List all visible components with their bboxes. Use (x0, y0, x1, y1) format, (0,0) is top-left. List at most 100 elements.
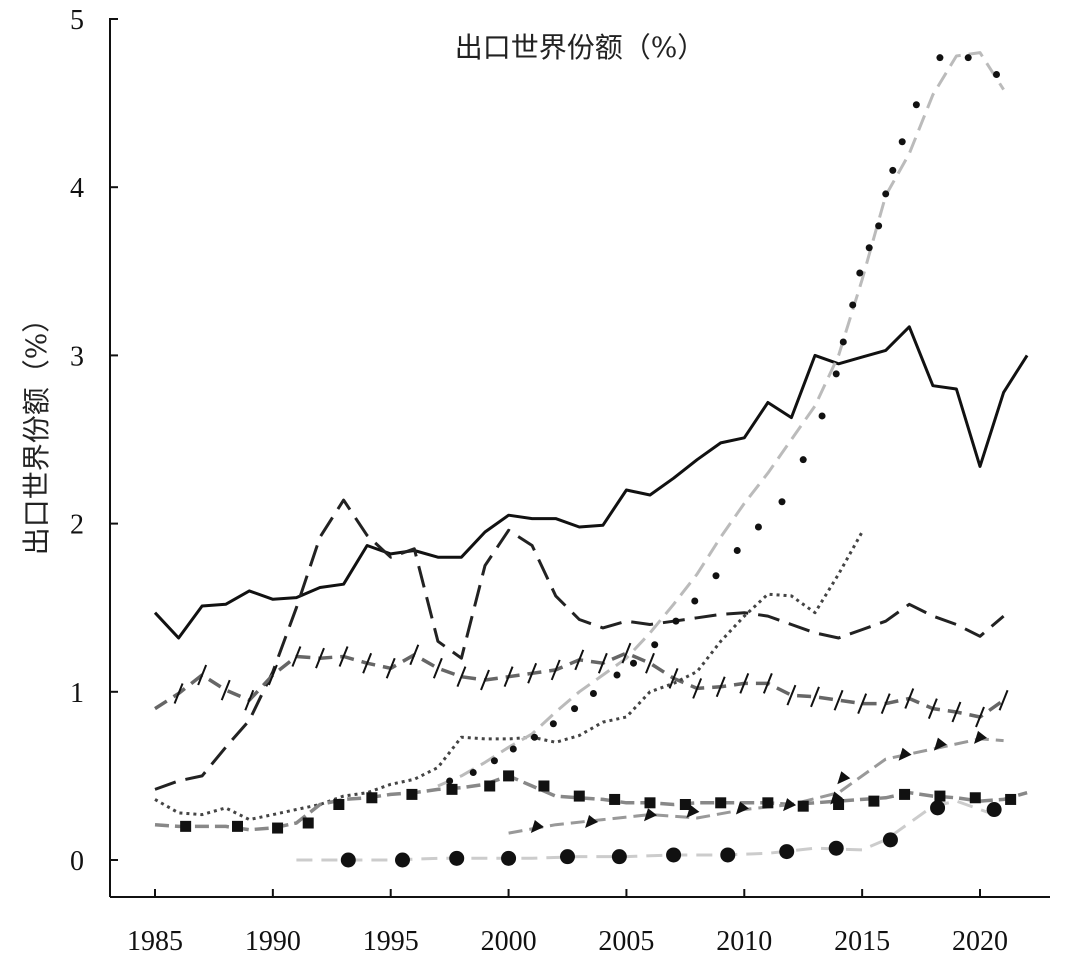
series-4-marker (333, 798, 345, 810)
series-2-slash-marker (645, 652, 655, 674)
series-4-marker (484, 780, 496, 792)
y-tick-label: 0 (70, 846, 84, 877)
series-4-marker (899, 788, 911, 800)
chart-title: 出口世界份额（%） (455, 31, 706, 64)
series-6-marker (686, 804, 700, 818)
series-2-slash-marker (480, 669, 490, 691)
series-5-marker (964, 54, 972, 62)
series-5-marker (549, 720, 557, 728)
x-tick-label: 1990 (245, 926, 301, 957)
series-2-slash-marker (244, 689, 255, 711)
series-5-marker (691, 597, 699, 605)
series-5-marker (778, 498, 786, 506)
series-5-marker (571, 705, 579, 713)
series-2-slash-marker (267, 664, 278, 686)
series-5-marker (912, 101, 920, 109)
series-4-marker (446, 783, 458, 795)
series-7-marker (501, 850, 517, 866)
series-2-slash-marker (904, 688, 915, 709)
series-4-marker (679, 798, 691, 810)
series-6-marker (837, 771, 851, 785)
series-2-slash-marker (550, 659, 561, 681)
series-7-marker (611, 849, 627, 865)
series-5-marker (889, 166, 897, 174)
series-4-marker (715, 797, 727, 809)
series-4-marker (538, 780, 550, 792)
y-tick-label: 2 (70, 510, 84, 541)
x-tick-label: 2020 (952, 926, 1008, 957)
series-5-marker (446, 777, 454, 785)
series-5-marker (799, 456, 807, 464)
series-4-marker (609, 793, 621, 805)
series-2-slash-marker (315, 647, 325, 669)
y-tick-label: 5 (70, 5, 84, 36)
series-5-marker (672, 617, 680, 625)
series-7-marker (449, 850, 465, 866)
series-5-marker (589, 689, 597, 697)
series-4-marker (868, 795, 880, 807)
series-5-marker (898, 138, 906, 146)
series-5-line (437, 51, 1005, 788)
series-2-slash-marker (951, 701, 962, 723)
series-2-slash-marker (762, 673, 773, 694)
series-2-slash-marker (338, 646, 349, 667)
series-6-marker (585, 814, 599, 828)
series-6-marker (830, 791, 844, 805)
series-2-slash-marker (220, 679, 231, 701)
series-2-slash-marker (833, 689, 844, 711)
series-2-slash-marker (786, 684, 797, 706)
series-2-slash-marker (715, 676, 726, 698)
series-4-marker (573, 790, 585, 802)
series-2-slash-marker (621, 642, 632, 664)
series-4-line (154, 774, 1028, 832)
series-2-slash-marker (668, 667, 679, 689)
series-4-marker (366, 792, 378, 804)
series-5-marker (754, 523, 762, 531)
y-tick-label: 3 (70, 341, 84, 372)
series-2-slash-marker (692, 678, 703, 699)
series-6-marker (898, 747, 912, 761)
series-2-slash-marker (927, 698, 938, 719)
series-6-marker (530, 820, 544, 834)
series-layer (153, 51, 1029, 862)
series-5-marker (490, 757, 498, 765)
series-2-slash-marker (857, 693, 868, 714)
series-2-slash-marker (527, 662, 538, 684)
series-5-marker (651, 641, 659, 649)
series-5-marker (531, 733, 538, 741)
y-tick-label: 4 (70, 173, 84, 204)
series-7-marker (882, 832, 898, 848)
series-2-slash-marker (880, 693, 891, 714)
series-1-line (154, 498, 1005, 791)
series-5-marker (865, 244, 873, 252)
series-5-marker (469, 769, 477, 777)
series-5-marker (509, 745, 517, 753)
x-tick-label: 2015 (834, 926, 890, 957)
series-4-marker (934, 790, 946, 802)
series-2-line (154, 651, 1005, 719)
series-4-marker (1005, 793, 1017, 805)
series-7-marker (720, 847, 736, 863)
x-tick-label: 1995 (363, 926, 419, 957)
series-5-marker (613, 671, 621, 679)
series-7-marker (560, 849, 575, 865)
series-4-marker (969, 792, 981, 804)
series-2-slash-marker (597, 652, 608, 674)
series-4-marker (180, 820, 192, 832)
series-2-slash-marker (432, 657, 443, 679)
series-2-slash-marker (362, 652, 373, 674)
series-5-marker (818, 412, 826, 420)
x-tick-label: 1985 (127, 926, 183, 957)
series-5-marker (832, 370, 840, 378)
series-0-line (153, 325, 1029, 640)
series-7-marker (779, 844, 795, 860)
series-2-slash-marker (998, 689, 1009, 711)
series-2-slash-marker (503, 666, 514, 688)
series-2-slash-marker (291, 646, 302, 667)
series-5-marker (630, 659, 637, 667)
x-tick-label: 2010 (716, 926, 772, 957)
series-5-marker (875, 222, 883, 230)
y-axis-label: 出口世界份额（%） (20, 305, 53, 556)
axes: 0 1 2 3 4 5 1985 1990 1995 2000 2005 2010 2015 2020 (70, 5, 1050, 957)
